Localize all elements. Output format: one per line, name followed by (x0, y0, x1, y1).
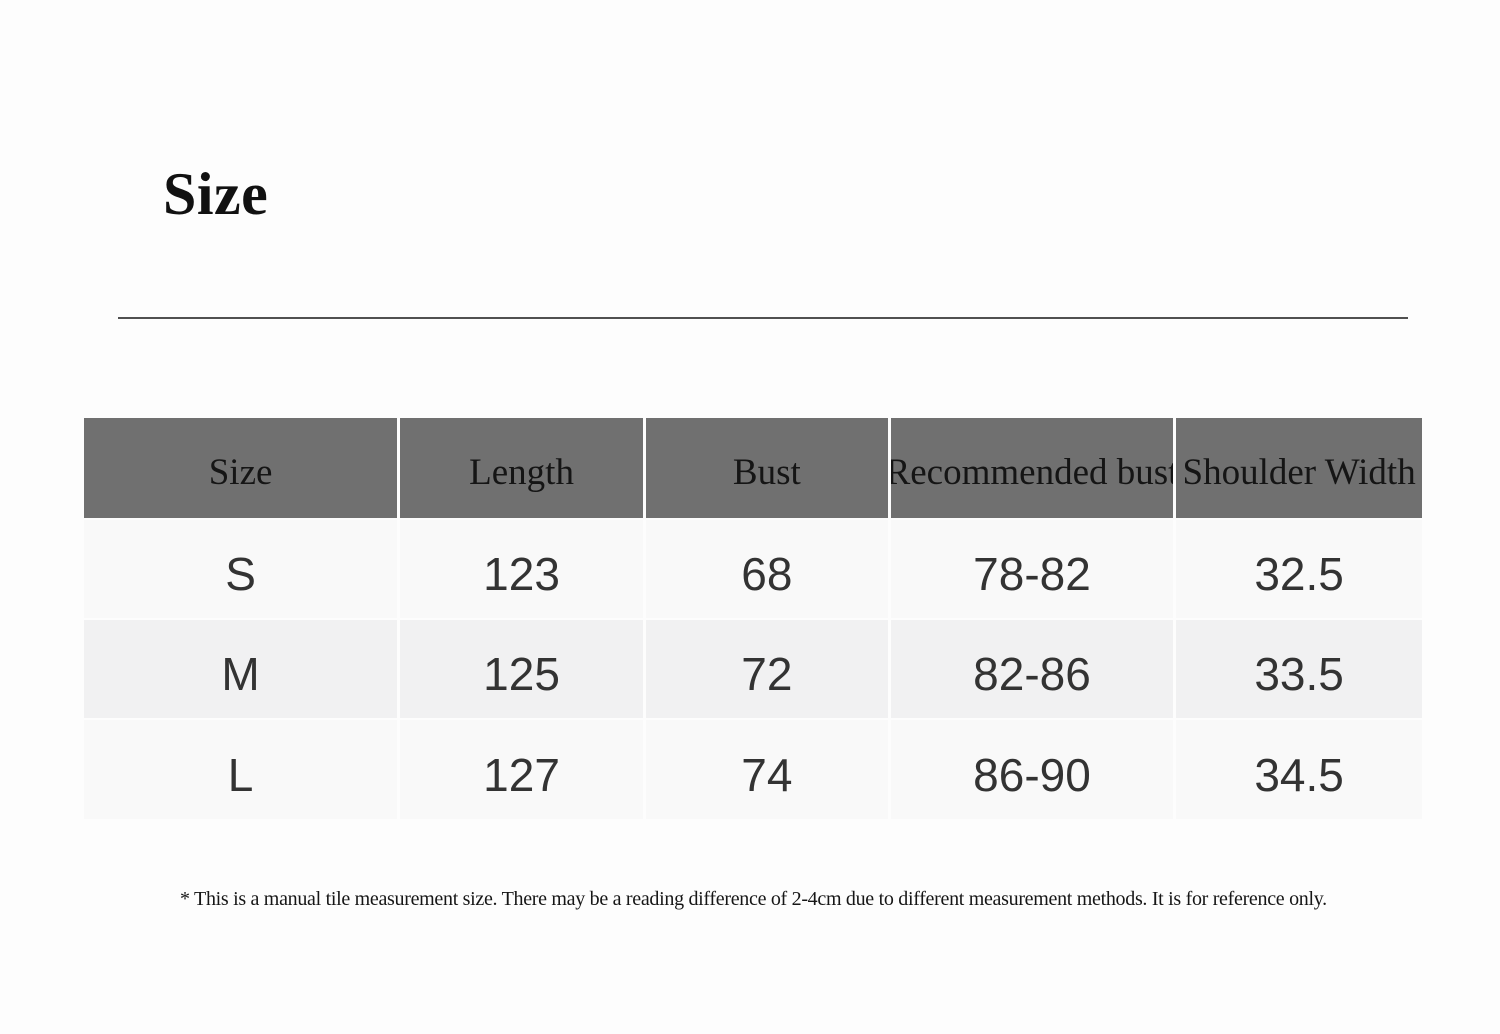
column-header-recommended-bust: Recommended bust (890, 418, 1174, 518)
recommended-bust-cell: 82-86 (890, 620, 1174, 718)
size-cell: S (84, 520, 398, 618)
column-header-length: Length (400, 418, 643, 518)
length-cell: 123 (400, 520, 643, 618)
length-cell: 125 (400, 620, 643, 718)
recommended-bust-cell: 78-82 (890, 520, 1174, 618)
bust-cell: 74 (645, 720, 888, 819)
recommended-bust-cell: 86-90 (890, 720, 1174, 819)
measurement-disclaimer: * This is a manual tile measurement size… (180, 888, 1327, 910)
column-header-bust: Bust (645, 418, 888, 518)
title-divider (118, 317, 1408, 319)
size-cell: M (84, 620, 398, 718)
bust-cell: 68 (645, 520, 888, 618)
shoulder-width-cell: 34.5 (1176, 720, 1422, 819)
page-title: Size (163, 161, 269, 227)
column-header-shoulder-width: Shoulder Width (1176, 418, 1422, 518)
shoulder-width-cell: 32.5 (1176, 520, 1422, 618)
size-table: Size Length Bust Recommended bust Should… (84, 418, 1422, 819)
shoulder-width-cell: 33.5 (1176, 620, 1422, 718)
length-cell: 127 (400, 720, 643, 819)
size-cell: L (84, 720, 398, 819)
column-header-size: Size (84, 418, 398, 518)
bust-cell: 72 (645, 620, 888, 718)
